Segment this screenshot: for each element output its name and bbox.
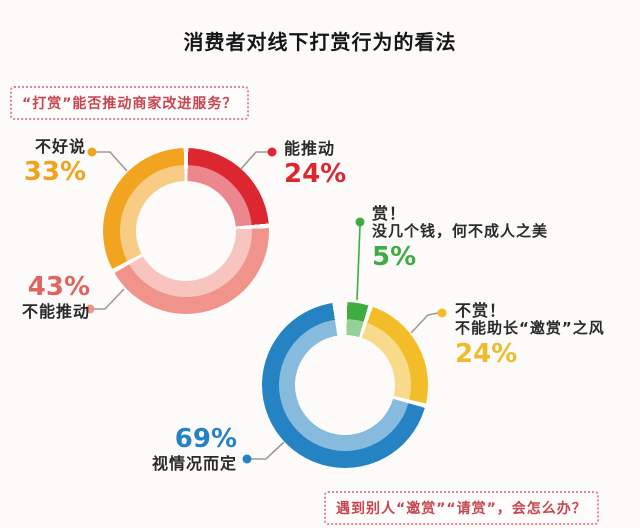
callout-notip-line2: 不能助长“邀赏”之风 [455, 319, 605, 338]
callout-notip-line1: 不赏！ [455, 301, 507, 320]
callout-hard-label: 不好说 [34, 137, 86, 156]
question-box-2: 遇到别人“邀赏”“请赏”，会怎么办？ [324, 491, 599, 525]
callout-tip-line2: 没几个钱，何不成人之美 [372, 222, 549, 241]
donut-chart-1 [103, 148, 269, 314]
callout-notip-percent: 24% [455, 338, 518, 369]
leader-line-hard [96, 151, 128, 172]
leader-dot-depends [242, 454, 252, 464]
leader-dot-tip [355, 217, 365, 227]
callout-can-percent: 24% [284, 159, 347, 190]
donut-chart-2 [262, 302, 428, 468]
question-box-1: “打赏”能否推动商家改进服务？ [10, 86, 250, 120]
leader-dot-notip [437, 308, 447, 318]
callout-hard-percent: 33% [23, 157, 86, 188]
leader-dot-hard [87, 147, 97, 157]
leader-dot-can [267, 147, 277, 157]
callout-tip-line1: 赏！ [372, 204, 407, 223]
callout-depends-percent: 69% [174, 424, 237, 454]
callout-can-label: 能推动 [284, 139, 336, 158]
leader-line-tip [356, 225, 361, 301]
leader-line-depends [251, 441, 285, 460]
callout-cannot-push: 43% 不能推动 [12, 271, 90, 321]
callout-tip: 赏！ 没几个钱，何不成人之美 5% [372, 204, 549, 273]
callout-cannot-percent: 43% [27, 272, 90, 302]
callout-depends: 69% 视情况而定 [145, 423, 237, 473]
leader-line-notip [410, 312, 439, 334]
leader-line-cannot [94, 288, 125, 310]
leader-line-can [240, 151, 268, 170]
callout-tip-percent: 5% [372, 241, 417, 272]
callout-depends-label: 视情况而定 [151, 453, 237, 473]
page-title: 消费者对线下打赏行为的看法 [183, 30, 457, 54]
callout-can-push: 能推动 24% [284, 139, 347, 190]
callout-hard-to-say: 不好说 33% [14, 137, 86, 188]
callout-no-tip: 不赏！ 不能助长“邀赏”之风 24% [455, 301, 605, 370]
callout-cannot-label: 不能推动 [21, 301, 90, 321]
